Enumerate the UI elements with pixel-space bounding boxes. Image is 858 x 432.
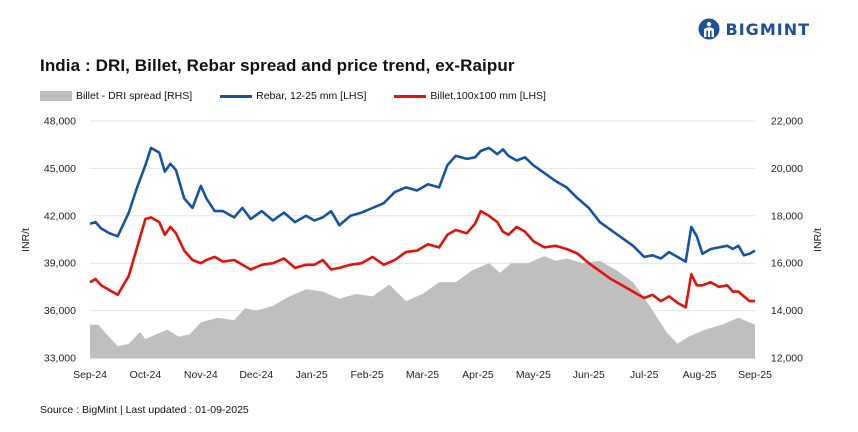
- y-tick-left: 36,000: [44, 305, 76, 317]
- x-tick-label: Jul-25: [630, 369, 659, 381]
- bigmint-logo-icon: [698, 18, 720, 40]
- y-tick-right: 18,000: [771, 210, 803, 222]
- source-footer: Source : BigMint | Last updated : 01-09-…: [40, 404, 249, 416]
- legend-swatch-spread: [40, 91, 72, 101]
- x-tick-label: Feb-25: [350, 369, 383, 381]
- y-axis-title-right: INR/t: [812, 228, 824, 252]
- x-tick-label: Apr-25: [462, 369, 494, 381]
- legend-swatch-billet: [394, 94, 427, 98]
- legend-swatch-rebar: [220, 94, 253, 98]
- x-tick-label: Jun-25: [573, 369, 605, 381]
- rebar-line: [89, 146, 756, 263]
- x-tick-label: Aug-25: [683, 369, 717, 381]
- legend-label-billet: Billet,100x100 mm [LHS]: [430, 90, 546, 102]
- y-tick-right: 16,000: [771, 258, 803, 270]
- x-tick-label: Dec-24: [239, 369, 273, 381]
- legend-item-rebar: Rebar, 12-25 mm [LHS]: [220, 90, 366, 102]
- legend-item-spread: Billet - DRI spread [RHS]: [40, 90, 192, 102]
- y-tick-left: 39,000: [44, 258, 76, 270]
- billet-line: [89, 209, 755, 309]
- y-axis-title-left: INR/t: [20, 228, 32, 252]
- y-tick-left: 45,000: [44, 163, 76, 175]
- y-tick-right: 20,000: [771, 163, 803, 175]
- x-tick-label: Nov-24: [184, 369, 218, 381]
- brand-logo: BIGMINT: [698, 18, 810, 40]
- x-tick-label: May-25: [516, 369, 551, 381]
- x-tick-label: Oct-24: [130, 369, 162, 381]
- brand-name: BIGMINT: [725, 19, 810, 39]
- y-tick-left: 42,000: [44, 210, 76, 222]
- chart-legend: Billet - DRI spread [RHS] Rebar, 12-25 m…: [40, 90, 574, 102]
- legend-label-spread: Billet - DRI spread [RHS]: [76, 90, 193, 102]
- spread-area: [90, 256, 755, 358]
- y-tick-right: 14,000: [771, 305, 803, 317]
- x-tick-label: Jan-25: [296, 369, 328, 381]
- x-tick-label: Mar-25: [406, 369, 439, 381]
- y-tick-left: 33,000: [44, 353, 76, 365]
- y-tick-right: 12,000: [771, 353, 803, 365]
- y-tick-right: 22,000: [771, 116, 803, 128]
- chart-title: India : DRI, Billet, Rebar spread and pr…: [40, 56, 515, 75]
- x-tick-label: Sep-25: [738, 369, 772, 381]
- y-tick-left: 48,000: [44, 116, 76, 128]
- legend-label-rebar: Rebar, 12-25 mm [LHS]: [256, 90, 367, 102]
- x-tick-label: Sep-24: [73, 369, 107, 381]
- legend-item-billet: Billet,100x100 mm [LHS]: [394, 90, 546, 102]
